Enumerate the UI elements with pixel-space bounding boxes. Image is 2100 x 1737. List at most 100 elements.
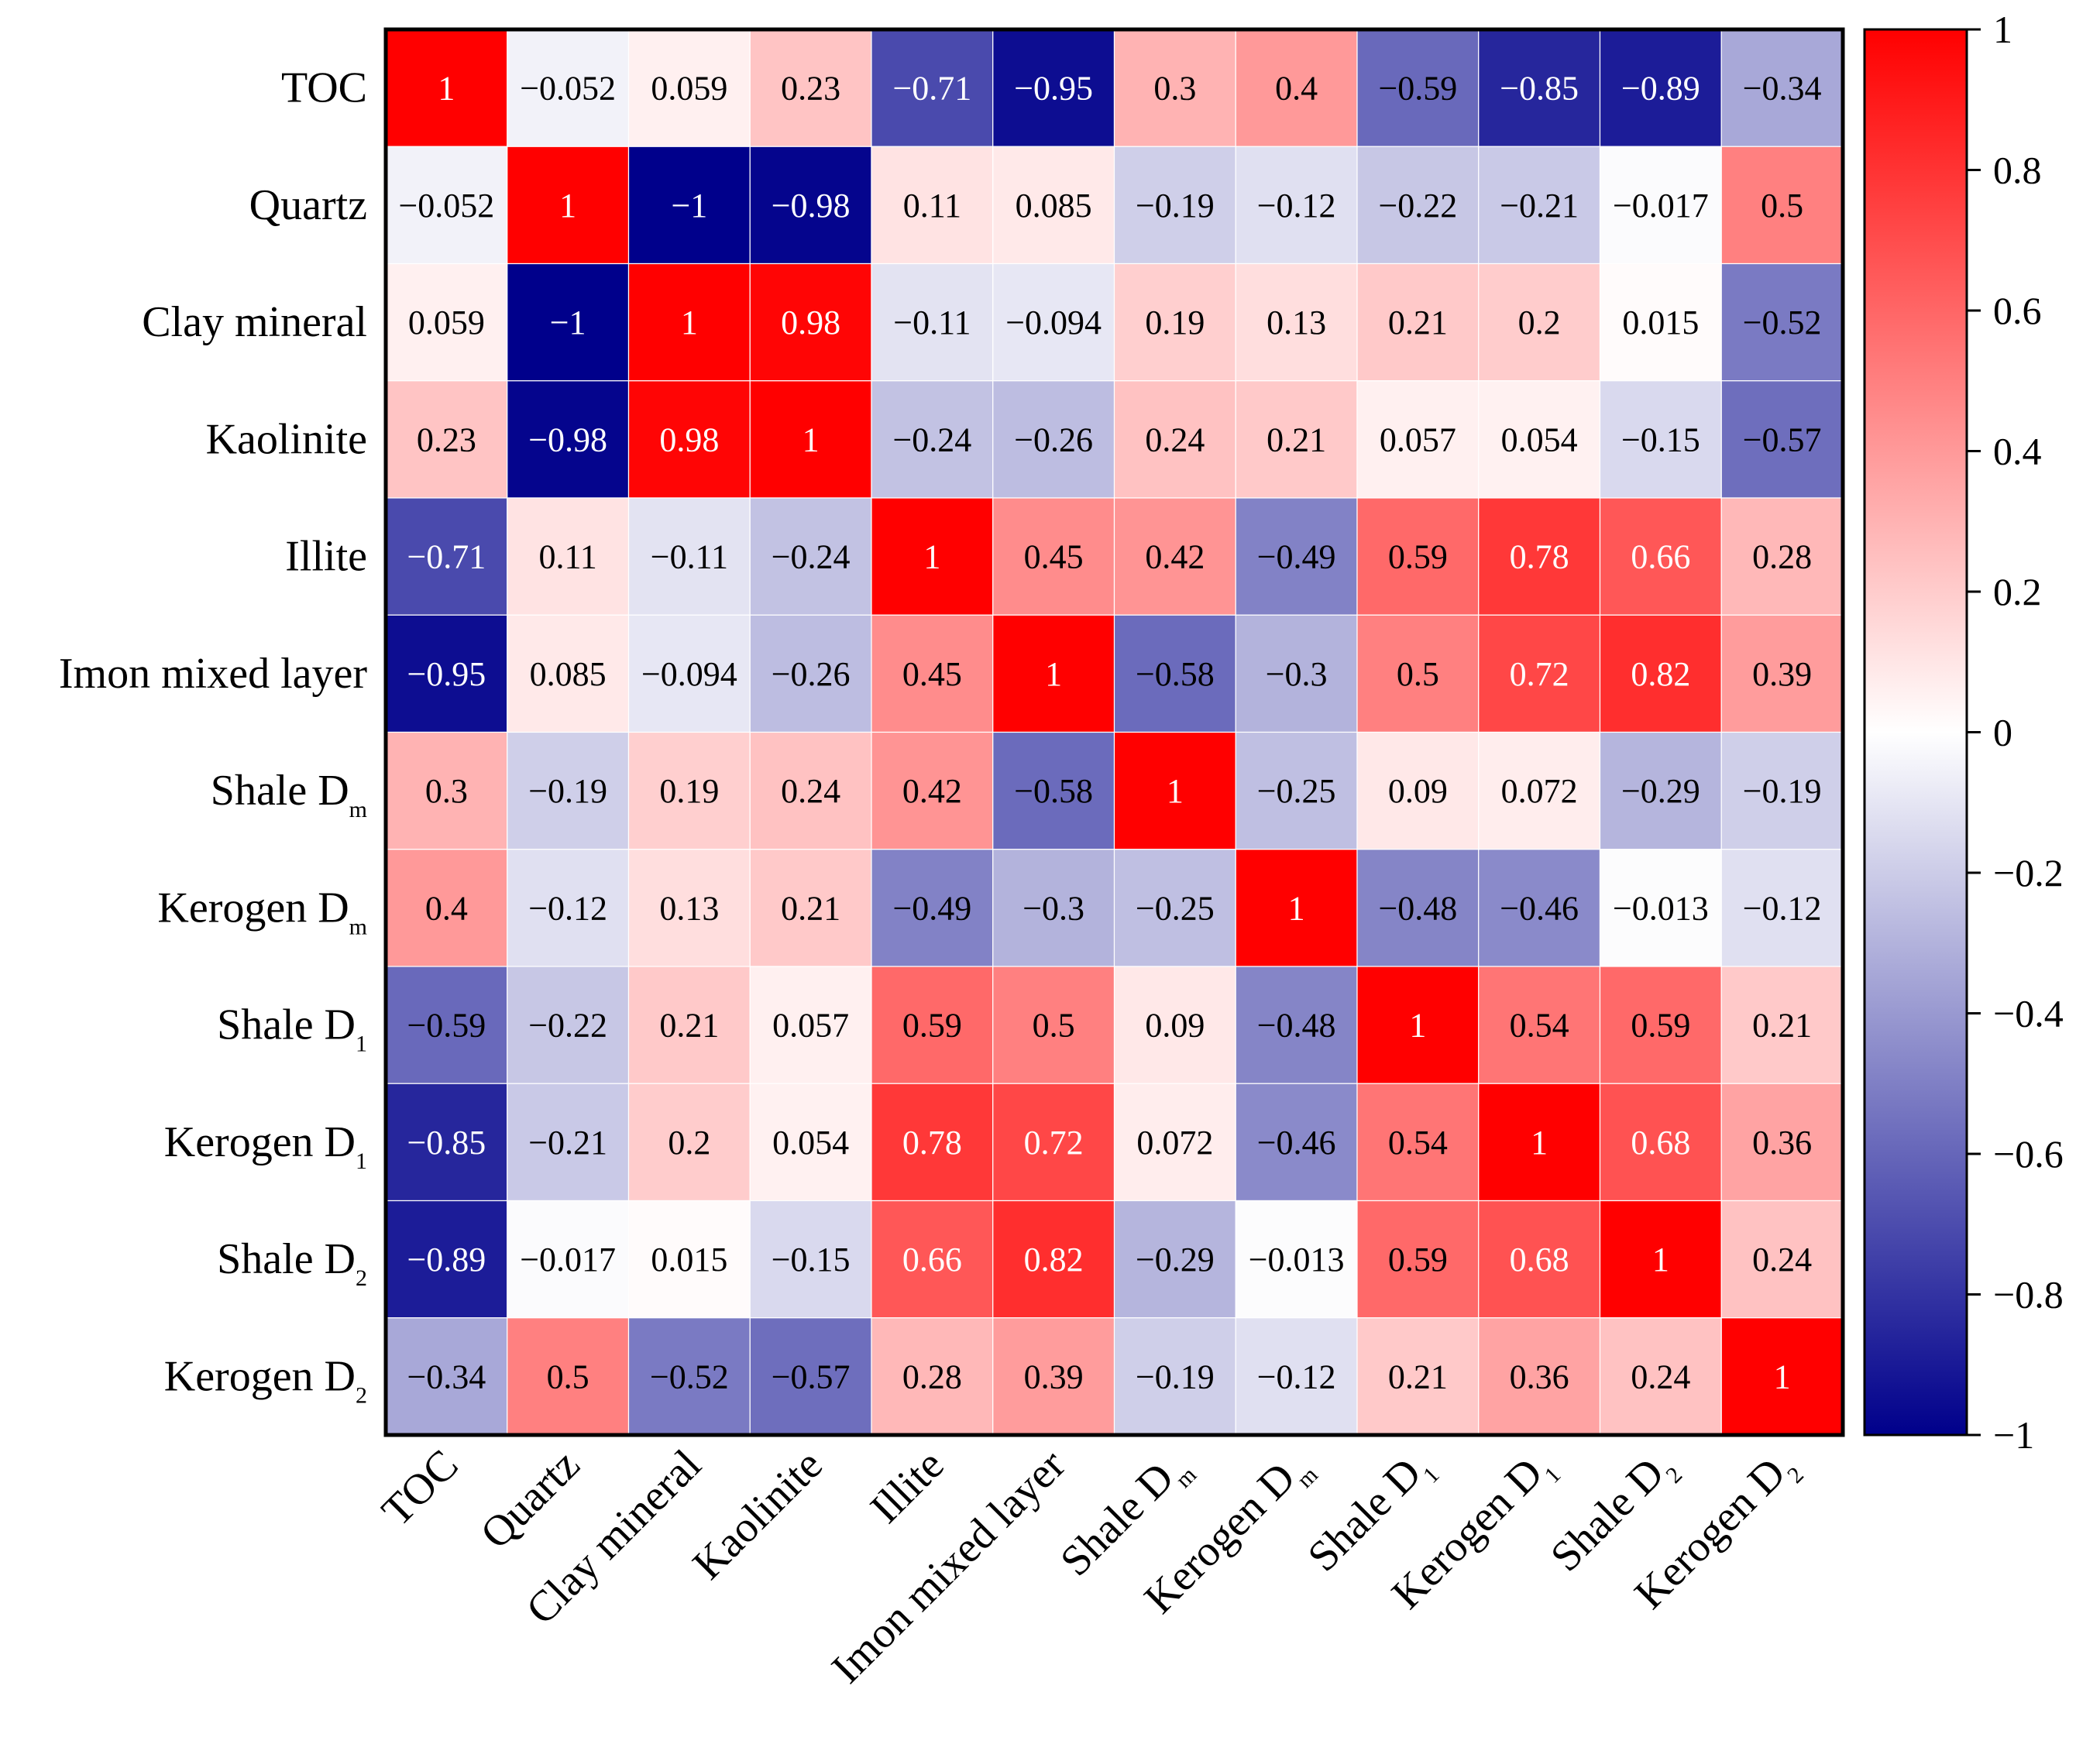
heatmap-cell-value: −0.48 [1257, 1007, 1336, 1045]
heatmap-cell-value: −0.26 [1014, 421, 1093, 458]
row-label: Kerogen D2 [164, 1352, 367, 1408]
heatmap-cell-value: 1 [438, 70, 455, 108]
heatmap-cell-value: 0.36 [1510, 1358, 1569, 1395]
heatmap-cell-value: 1 [1167, 772, 1184, 810]
heatmap-cell [507, 497, 630, 616]
heatmap-cell-value: 0.054 [772, 1124, 849, 1162]
heatmap-cell-value: 0.23 [781, 70, 840, 108]
colorbar-tick-label: −0.2 [1993, 851, 2064, 894]
heatmap-cell [627, 263, 751, 382]
heatmap-cell [1113, 263, 1236, 382]
heatmap-cell-value: 0.68 [1631, 1124, 1690, 1162]
heatmap-cell-value: −1 [671, 187, 707, 225]
heatmap-cell-value: 0.21 [1388, 1358, 1448, 1395]
heatmap-cell [749, 380, 872, 499]
heatmap-cell-value: 0.5 [1397, 655, 1439, 693]
heatmap-cell [1478, 29, 1601, 147]
heatmap-cell-value: 0.24 [1631, 1358, 1690, 1395]
heatmap-cell [1356, 380, 1480, 499]
heatmap-cell [1113, 380, 1236, 499]
heatmap-cell [1478, 731, 1601, 850]
heatmap-cell [749, 614, 872, 733]
heatmap-cell [871, 1083, 994, 1202]
heatmap-cell [1478, 1317, 1601, 1436]
heatmap-cell-value: −0.89 [407, 1241, 486, 1279]
row-label: Shale Dm [211, 767, 367, 822]
heatmap-cell [871, 1317, 994, 1436]
colorbar-tick-label: 0.4 [1993, 430, 2042, 473]
colorbar-tick-label: 0.6 [1993, 289, 2042, 332]
heatmap-cell [1599, 849, 1722, 967]
heatmap-cell [627, 1200, 751, 1319]
heatmap-cell [1235, 1200, 1358, 1319]
colorbar-ticks: 1 0.8 0.6 0.4 0.2 0 −0.2 −0.4 −0.6 −0.8 −1 [1967, 8, 2064, 1457]
heatmap-cell-value: −0.22 [528, 1007, 607, 1045]
heatmap-cell-value: 0.59 [1631, 1007, 1690, 1045]
heatmap-cell [1720, 263, 1844, 382]
heatmap-cell-value: −0.98 [772, 187, 851, 225]
heatmap-cell-value: −0.094 [641, 655, 737, 693]
row-label: TOC [281, 64, 367, 112]
heatmap-cell-value: 0.66 [902, 1241, 962, 1279]
row-label: Kerogen Dm [157, 884, 367, 939]
heatmap-cell-value: 0.4 [425, 889, 468, 927]
heatmap-cell-value: 1 [1288, 889, 1305, 927]
heatmap-cell-value: −0.3 [1266, 655, 1328, 693]
heatmap-cell-value: −0.57 [772, 1358, 851, 1395]
heatmap-cell-value: 0.24 [1145, 421, 1205, 458]
heatmap-cell-value: −0.21 [1500, 187, 1579, 225]
heatmap-cell [1235, 966, 1358, 1084]
heatmap-cell-value: 0.5 [1033, 1007, 1075, 1045]
colorbar-tick-label: −0.8 [1993, 1273, 2064, 1316]
heatmap-cell-value: 0.45 [902, 655, 962, 693]
heatmap-cell [385, 380, 508, 499]
heatmap-cell [871, 497, 994, 616]
heatmap-cell-value: 0.09 [1145, 1007, 1205, 1045]
heatmap-cell-value: 0.5 [547, 1358, 589, 1395]
colorbar-tick-label: −0.6 [1993, 1132, 2064, 1176]
heatmap-cell-value: −0.19 [1136, 187, 1215, 225]
heatmap-cell [1720, 380, 1844, 499]
heatmap-cell [1113, 966, 1236, 1084]
heatmap-cell-value: −0.19 [1743, 772, 1822, 810]
heatmap-cell-value: 0.21 [1388, 304, 1448, 342]
heatmap-cell [385, 614, 508, 733]
heatmap-cell [1235, 849, 1358, 967]
heatmap-cell-value: −0.57 [1743, 421, 1822, 458]
row-label: Imon mixed layer [59, 650, 367, 698]
heatmap-cell-value: −0.12 [1257, 1358, 1336, 1395]
heatmap-cell [992, 731, 1115, 850]
heatmap-cell [385, 731, 508, 850]
heatmap-cell [749, 849, 872, 967]
heatmap-cell [1720, 29, 1844, 147]
colorbar-tick-label: −0.4 [1993, 992, 2064, 1035]
heatmap-cell [1113, 146, 1236, 265]
heatmap-cell-value: −0.29 [1621, 772, 1700, 810]
heatmap-cell [507, 731, 630, 850]
heatmap-cell [1720, 966, 1844, 1084]
heatmap-cell-value: −0.24 [892, 421, 971, 458]
row-label: Quartz [249, 181, 367, 229]
heatmap-cell [507, 966, 630, 1084]
heatmap-cell-value: 0.085 [1016, 187, 1092, 225]
heatmap-cell-value: 0.21 [659, 1007, 719, 1045]
heatmap-cell [1599, 263, 1722, 382]
row-label: Illite [285, 533, 367, 581]
heatmap-cell-value: −0.15 [772, 1241, 851, 1279]
heatmap-cell-value: 0.11 [903, 187, 961, 225]
heatmap-cell [385, 966, 508, 1084]
heatmap-cell [507, 1200, 630, 1319]
heatmap-cell [1113, 497, 1236, 616]
heatmap-cell-value: 0.072 [1136, 1124, 1213, 1162]
heatmap-cell-value: 0.13 [1267, 304, 1326, 342]
heatmap-cell-value: −0.017 [520, 1241, 616, 1279]
heatmap-cell [385, 1200, 508, 1319]
row-label: Clay mineral [142, 298, 367, 346]
heatmap-cell-value: 0.82 [1631, 655, 1690, 693]
heatmap-cell [1113, 1200, 1236, 1319]
heatmap-cell [992, 614, 1115, 733]
heatmap-cell-value: −0.013 [1249, 1241, 1345, 1279]
heatmap-cell-value: 0.68 [1510, 1241, 1569, 1279]
